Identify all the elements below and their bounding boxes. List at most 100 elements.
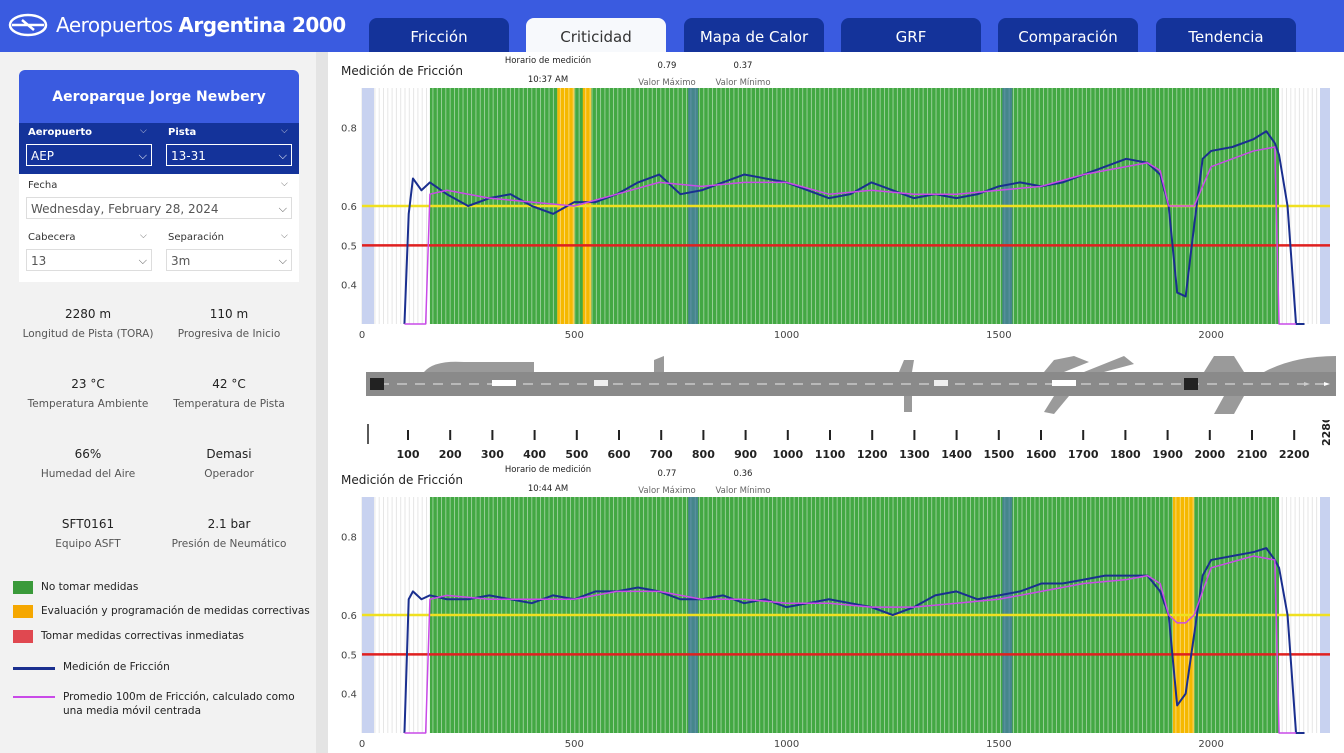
temp-ambiente-value: 23 °C (71, 377, 105, 391)
scale-tick-label: 100 (397, 448, 420, 461)
temp-pista-label: Temperatura de Pista (173, 398, 285, 410)
legend-line (13, 696, 55, 698)
legend-line (13, 667, 55, 670)
scale-tick-label: 400 (523, 448, 546, 461)
separacion-select[interactable]: 3m ⌵ (166, 249, 292, 271)
x-tick-label: 500 (565, 739, 584, 750)
chevron-down-icon[interactable]: ⌵ (140, 126, 147, 136)
chevron-down-icon: ⌵ (278, 149, 287, 162)
tora-value: 2280 m (64, 307, 112, 321)
legend-evaluacion: Evaluación y programación de medidas cor… (13, 605, 310, 618)
cabecera-select[interactable]: 13 ⌵ (26, 249, 152, 271)
scale-tick-label: 2100 (1237, 448, 1268, 461)
x-tick-label: 500 (565, 330, 584, 341)
x-tick-label: 2000 (1198, 330, 1223, 341)
y-tick-label: 0.5 (341, 241, 357, 252)
presion-value: 2.1 bar (207, 517, 251, 531)
chart-2-min-value: 0.36 (733, 469, 753, 479)
chevron-down-icon[interactable]: ⌵ (281, 179, 288, 189)
scale-end-label: 2280 (1320, 420, 1333, 446)
y-tick-label: 0.4 (341, 690, 357, 701)
plane-logo-icon (8, 13, 48, 37)
fecha-select[interactable]: Wednesday, February 28, 2024 ⌵ (26, 197, 292, 219)
tab-grf[interactable]: GRF (841, 18, 981, 52)
chevron-down-icon: ⌵ (138, 254, 147, 267)
chart-2-max-label: Valor Máximo (638, 486, 696, 496)
brand-logo: Aeropuertos Argentina 2000 (8, 12, 346, 38)
distance-scale: 100 200 300 400 500 600 700 800 900 1000 1100 1200 1… (367, 420, 1333, 461)
temp-ambiente-label: Temperatura Ambiente (27, 398, 149, 410)
humedad-label: Humedad del Aire (40, 468, 136, 480)
friction-chart-2: 0.4 0.5 0.6 0.8 0 500 1000 1500 2000 (341, 497, 1330, 750)
scale-tick-label: 900 (734, 448, 757, 461)
scale-tick-label: 1600 (1026, 448, 1057, 461)
friction-series-line (403, 547, 1305, 734)
cabecera-label: Cabecera (28, 232, 76, 243)
scale-tick-label: 1800 (1110, 448, 1141, 461)
equipo-label: Equipo ASFT (55, 538, 121, 550)
chart-1-horario-value: 10:37 AM (527, 75, 569, 85)
aeropuerto-select[interactable]: AEP ⌵ (26, 144, 152, 166)
scale-tick-label: 700 (650, 448, 673, 461)
scale-tick-label: 1000 (772, 448, 803, 461)
filter-card: Aeroparque Jorge Newbery Aeropuerto ⌵ AE… (19, 70, 299, 282)
separacion-label: Separación (168, 232, 224, 243)
chart-2-max-value: 0.77 (657, 469, 677, 479)
tab-criticidad[interactable]: Criticidad (526, 18, 666, 52)
scale-tick-label: 1200 (857, 448, 888, 461)
y-tick-label: 0.6 (341, 611, 357, 622)
y-tick-label: 0.4 (341, 281, 357, 292)
legend-promedio: Promedio 100m de Fricción, calculado com… (13, 690, 313, 718)
x-tick-label: 1500 (986, 739, 1011, 750)
scale-tick-label: 1500 (983, 448, 1014, 461)
scale-tick-label: 300 (481, 448, 504, 461)
scale-tick-label: 1100 (815, 448, 846, 461)
chevron-down-icon[interactable]: ⌵ (140, 231, 147, 241)
tab-friccion[interactable]: Fricción (369, 18, 509, 52)
operador-value: Demasi (206, 447, 252, 461)
chevron-down-icon: ⌵ (278, 202, 287, 215)
scale-tick-label: 1300 (899, 448, 930, 461)
scale-tick-label: 1900 (1152, 448, 1183, 461)
legend-medicion: Medición de Fricción (13, 661, 170, 673)
legend-swatch (13, 581, 33, 594)
runway-diagram (366, 356, 1336, 414)
panel-divider (316, 52, 328, 753)
x-tick-label: 0 (359, 330, 365, 341)
chart-2-title: Medición de Fricción (341, 473, 463, 487)
legend-swatch (13, 630, 33, 643)
friction-chart-1: 0.4 0.5 0.6 0.8 0 500 1000 1500 2000 (341, 88, 1330, 341)
chart-1-horario-label: Horario de medición (504, 56, 592, 66)
aeropuerto-label: Aeropuerto (28, 127, 92, 138)
average-series-line (404, 555, 1297, 734)
x-tick-label: 0 (359, 739, 365, 750)
airport-title: Aeroparque Jorge Newbery (19, 70, 299, 123)
scale-tick-label: 1400 (941, 448, 972, 461)
chevron-down-icon: ⌵ (278, 254, 287, 267)
tab-mapa-de-calor[interactable]: Mapa de Calor (684, 18, 824, 52)
chevron-down-icon: ⌵ (138, 149, 147, 162)
chart-2-horario-label: Horario de medición (504, 465, 592, 475)
y-tick-label: 0.6 (341, 202, 357, 213)
scale-tick-label: 2200 (1279, 448, 1310, 461)
x-tick-label: 1000 (774, 330, 799, 341)
pista-select[interactable]: 13-31 ⌵ (166, 144, 292, 166)
tab-comparacion[interactable]: Comparación (998, 18, 1138, 52)
brand-name: Aeropuertos Argentina 2000 (56, 13, 346, 37)
operador-label: Operador (204, 468, 254, 480)
x-tick-label: 2000 (1198, 739, 1223, 750)
chart-1-min-value: 0.37 (733, 61, 753, 71)
chart-1-max-label: Valor Máximo (638, 78, 696, 88)
tab-tendencia[interactable]: Tendencia (1156, 18, 1296, 52)
chevron-down-icon[interactable]: ⌵ (281, 231, 288, 241)
y-tick-label: 0.8 (341, 123, 357, 134)
humedad-value: 66% (74, 447, 102, 461)
average-series-line (404, 146, 1297, 325)
chart-2-horario-value: 10:44 AM (527, 484, 569, 494)
chevron-down-icon[interactable]: ⌵ (281, 126, 288, 136)
top-bar: Aeropuertos Argentina 2000 (0, 0, 1344, 52)
chart-1-max-value: 0.79 (657, 61, 677, 71)
selector-band: Aeropuerto ⌵ AEP ⌵ Pista ⌵ 13-31 ⌵ (19, 123, 299, 174)
scale-tick-label: 500 (565, 448, 588, 461)
equipo-value: SFT0161 (61, 517, 115, 531)
